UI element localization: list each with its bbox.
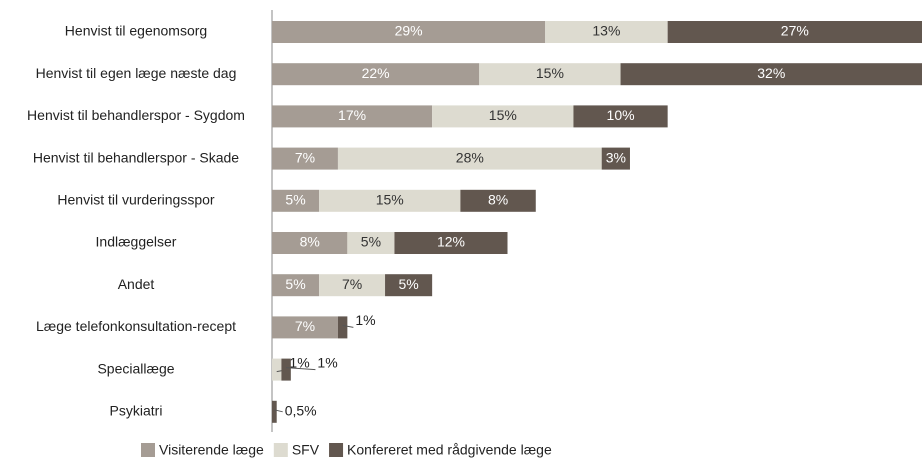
bar-segment [347,232,395,254]
value-label: 7% [295,149,315,165]
value-label: 27% [781,23,809,39]
value-label: 5% [285,276,305,292]
value-label: 8% [300,234,320,250]
value-label: 17% [338,107,366,123]
bar-segment [460,189,536,212]
bar-segment [432,105,574,128]
value-label: 13% [592,23,620,39]
legend-swatch [273,443,288,457]
bar-segment [272,274,320,297]
value-label: 8% [488,192,508,208]
category-label: Andet [118,276,155,292]
value-label: 1% [355,312,375,328]
bar-segment [667,21,922,43]
bar-segment [394,232,508,254]
legend-swatch [141,443,155,457]
legend-swatch [329,443,344,457]
bar-segment [337,316,348,339]
bar-segment [272,400,277,423]
bar-segment [545,21,668,43]
bar-segment [272,358,282,381]
value-label: 28% [456,149,484,165]
bar-segment [281,358,291,381]
bar-segment [385,274,433,297]
value-label: 29% [395,23,423,39]
value-label: 32% [757,65,785,81]
bar-segment [272,147,338,170]
value-label: 15% [536,65,564,81]
category-label: Henvist til egenomsorg [65,23,207,39]
bar-segment [479,63,621,86]
value-label: 1% [317,354,337,370]
bar-segment [272,232,348,254]
value-label: 5% [361,234,381,250]
value-label: 3% [606,149,626,165]
value-label: 5% [398,276,418,292]
value-label: 0,5% [285,403,317,419]
value-label: 5% [285,192,305,208]
category-label: Henvist til behandlerspor - Skade [33,149,239,165]
value-label: 7% [342,276,362,292]
category-label: Henvist til vurderingsspor [57,192,215,208]
value-label: 15% [376,192,404,208]
bar-segment [337,147,602,170]
category-label: Læge telefonkonsultation-recept [36,318,236,334]
bar-segment [272,21,546,43]
category-label: Henvist til egen læge næste dag [36,65,237,81]
leader-line [274,409,283,413]
category-label: Henvist til behandlerspor - Sygdom [27,107,245,123]
legend-label: Visiterende læge [159,442,264,458]
value-label: 15% [489,107,517,123]
category-label: Psykiatri [110,403,163,419]
category-label: Indlæggelser [96,234,177,250]
bar-segment [272,189,320,212]
value-label: 7% [295,318,315,334]
value-label: 22% [362,65,390,81]
bar-segment [319,189,461,212]
bar-segment [319,274,386,297]
leader-line [342,324,354,328]
bar-segment [272,105,433,128]
legend-label: Konfereret med rådgivende læge [347,442,552,458]
bar-segment [272,63,480,86]
bar-segment [272,316,338,339]
value-label: 1% [289,354,309,370]
legend-label: SFV [292,442,320,458]
value-label: 12% [437,234,465,250]
bar-segment [620,63,922,86]
bar-segment [601,147,630,170]
category-label: Speciallæge [97,360,174,376]
bar-segment [573,105,668,128]
value-label: 10% [607,107,635,123]
leader-line [286,367,316,371]
